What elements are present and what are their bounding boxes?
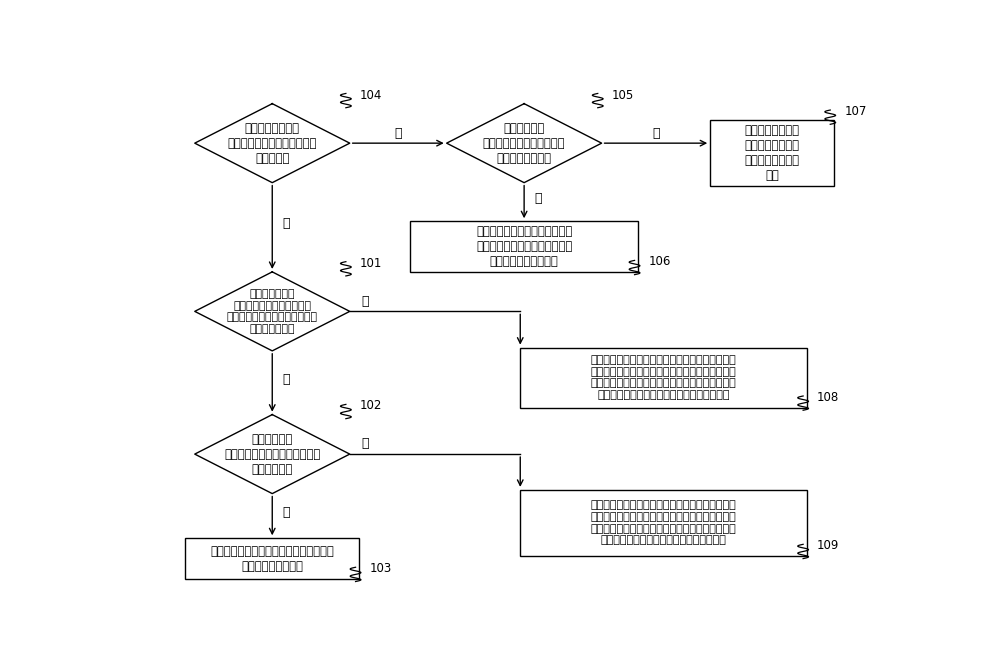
Text: 104: 104 (360, 89, 382, 101)
Text: 否: 否 (652, 126, 660, 140)
Polygon shape (195, 414, 350, 494)
Polygon shape (195, 104, 350, 183)
Text: 拒绝使用目标瓶试
剂所在的试剂批次
中的试剂进行实验
检测: 拒绝使用目标瓶试 剂所在的试剂批次 中的试剂进行实验 检测 (745, 124, 800, 182)
Text: 是: 是 (282, 506, 290, 519)
Text: 将目标瓶试剂当前校准得到的工作曲线作为目标瓶
试剂所在的试剂批次最新的试剂批工作曲线并传递
使用，并将目标瓶试剂当前校准得到的工作曲线作
为目标瓶试剂的最新的试: 将目标瓶试剂当前校准得到的工作曲线作为目标瓶 试剂所在的试剂批次最新的试剂批工作… (591, 355, 736, 400)
Text: 109: 109 (817, 540, 839, 552)
Bar (410, 221, 638, 272)
Text: 108: 108 (817, 391, 839, 404)
Text: 判断目标瓶试
剂所在的试剂批次是否对应
有试剂批工作曲线: 判断目标瓶试 剂所在的试剂批次是否对应 有试剂批工作曲线 (483, 122, 565, 165)
Text: 102: 102 (360, 399, 382, 412)
Text: 否: 否 (361, 295, 369, 308)
Text: 获取目标瓶试剂
的开瓶时间，并检测目标瓶
试剂的开瓶时间是否超过试剂特
性安全时间阈值: 获取目标瓶试剂 的开瓶时间，并检测目标瓶 试剂的开瓶时间是否超过试剂特 性安全时… (227, 289, 318, 334)
Text: 105: 105 (612, 89, 634, 101)
Text: 是: 是 (282, 373, 290, 386)
Bar (520, 490, 807, 556)
Text: 103: 103 (370, 562, 392, 575)
Text: 否: 否 (394, 126, 402, 140)
Text: 101: 101 (360, 257, 382, 270)
Text: 对目标瓶试剂进行
校准，确定对目标瓶试剂的校
准是否成功: 对目标瓶试剂进行 校准，确定对目标瓶试剂的校 准是否成功 (228, 122, 317, 165)
Polygon shape (195, 272, 350, 351)
Bar (185, 538, 359, 579)
Text: 将目标瓶试剂所在的试剂批次对
应的试剂批工作曲线作为目标瓶
试剂的工作曲线并使用: 将目标瓶试剂所在的试剂批次对 应的试剂批工作曲线作为目标瓶 试剂的工作曲线并使用 (476, 225, 572, 268)
Bar (520, 348, 807, 408)
Text: 是: 是 (534, 192, 542, 205)
Polygon shape (447, 104, 602, 183)
Text: 否: 否 (361, 438, 369, 450)
Bar (710, 120, 834, 187)
Text: 将目标瓶试剂当前校准得到的工作曲线作为目标瓶
试剂最新的试剂瓶工作曲线并使用以及将目标瓶试
剂当前校准得到的工作曲线作为目标瓶试剂所在的
试剂批次最新的试剂批工: 将目标瓶试剂当前校准得到的工作曲线作为目标瓶 试剂最新的试剂瓶工作曲线并使用以及… (591, 500, 736, 545)
Text: 107: 107 (844, 105, 867, 118)
Text: 是: 是 (282, 217, 290, 230)
Text: 106: 106 (649, 256, 671, 269)
Text: 判断目标瓶试
剂所在的试剂批次是否对应有试
剂批工作曲线: 判断目标瓶试 剂所在的试剂批次是否对应有试 剂批工作曲线 (224, 432, 320, 475)
Text: 将目标瓶试剂所在的试剂批次对应的试剂
批工作曲线传递使用: 将目标瓶试剂所在的试剂批次对应的试剂 批工作曲线传递使用 (210, 545, 334, 573)
